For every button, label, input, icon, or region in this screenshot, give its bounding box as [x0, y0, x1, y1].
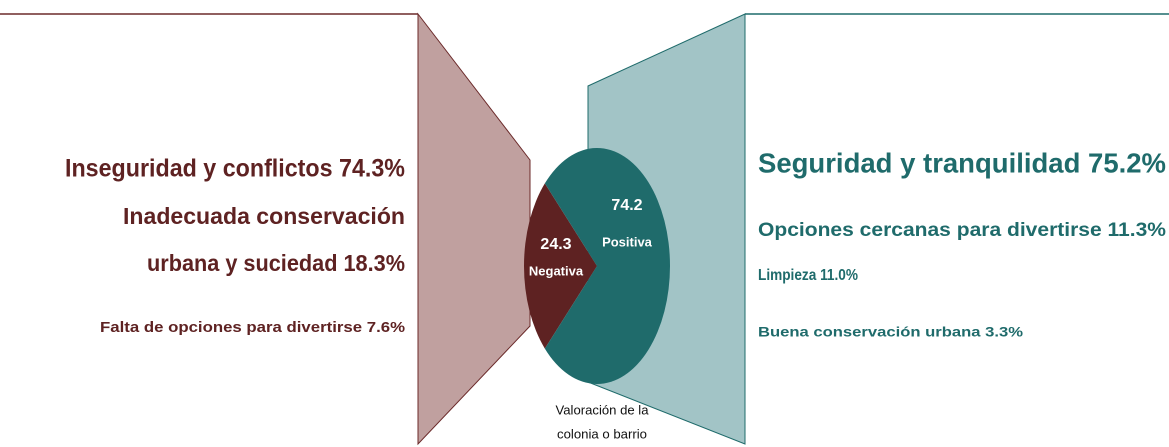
negative-reason: Inadecuada conservación: [123, 203, 405, 229]
slice-label: Negativa: [529, 263, 584, 278]
negative-reason: Falta de opciones para divertirse 7.6%: [100, 319, 405, 336]
pie-slice: [544, 148, 671, 384]
caption: colonia o barrio: [557, 426, 647, 441]
slice-label: Positiva: [602, 234, 653, 249]
negative-reason: Inseguridad y conflictos 74.3%: [65, 155, 405, 183]
positive-reason: Opciones cercanas para divertirse 11.3%: [758, 220, 1166, 241]
positive-reason: Seguridad y tranquilidad 75.2%: [758, 147, 1166, 178]
negative-reason: urbana y suciedad 18.3%: [147, 250, 405, 276]
left-funnel: [417, 12, 531, 446]
positive-reason: Limpieza 11.0%: [758, 267, 858, 284]
caption: Valoración de la: [556, 402, 650, 417]
slice-value: 24.3: [540, 236, 571, 253]
pie-slice: [524, 183, 597, 349]
pie: 24.3 Negativa 74.2 Positiva: [524, 148, 671, 384]
slice-value: 74.2: [611, 197, 642, 214]
positive-reason: Buena conservación urbana 3.3%: [758, 324, 1024, 340]
